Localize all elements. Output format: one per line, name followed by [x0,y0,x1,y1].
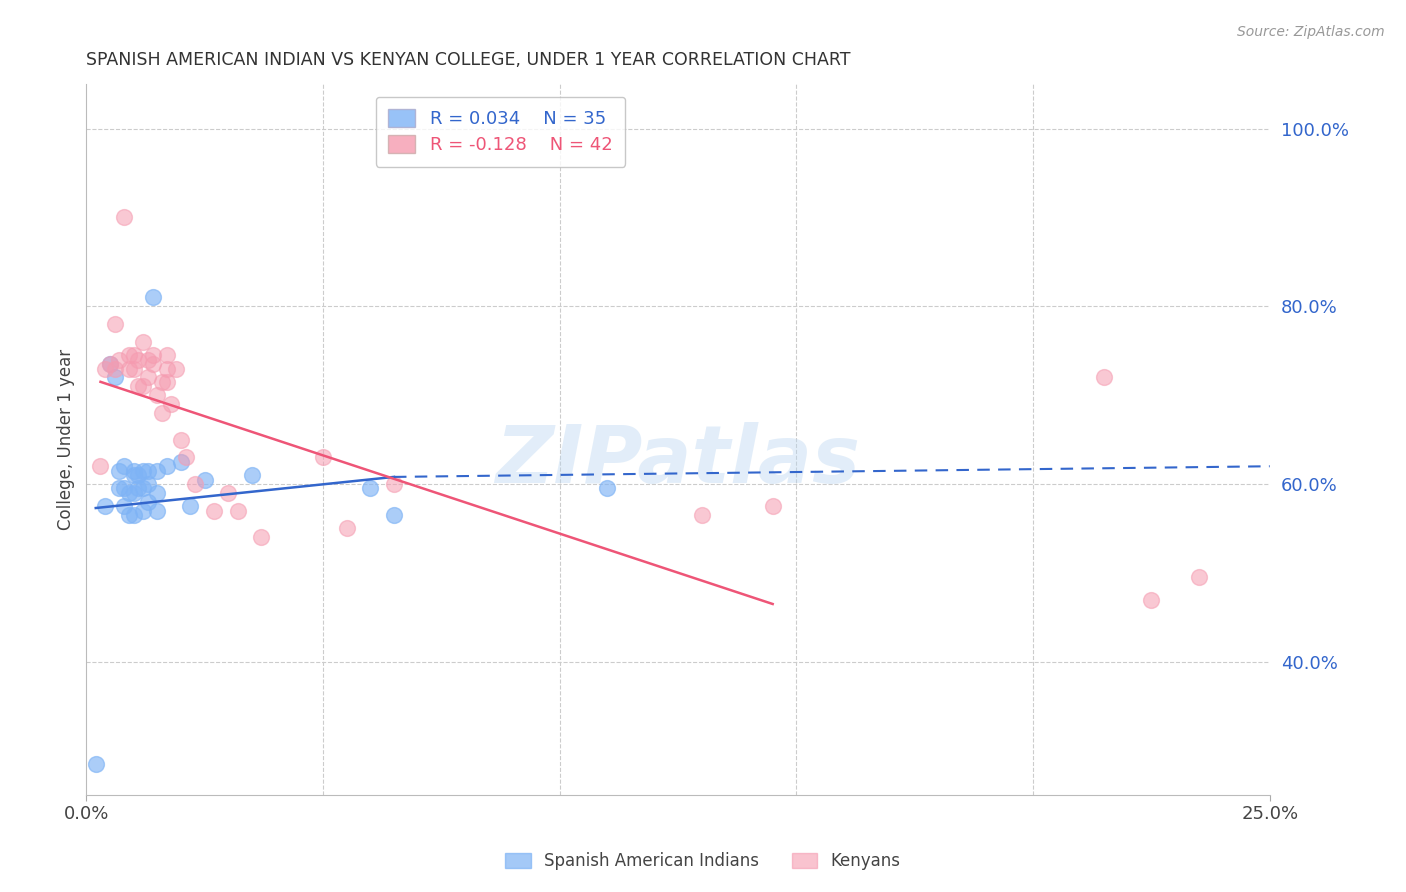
Point [146,504,169,518]
Point [136,464,159,478]
Text: SPANISH AMERICAN INDIAN VS KENYAN COLLEGE, UNDER 1 YEAR CORRELATION CHART: SPANISH AMERICAN INDIAN VS KENYAN COLLEG… [86,51,851,69]
Point [89,459,111,474]
Point [184,477,207,491]
Point [136,477,159,491]
Point [359,482,381,496]
Point [108,352,131,367]
Point [336,521,359,535]
Point [94,500,117,514]
Point [108,464,131,478]
Point [240,468,263,483]
Point [165,361,187,376]
Point [132,482,155,496]
Point [150,406,173,420]
Point [146,464,169,478]
Point [132,464,155,478]
Point [108,482,131,496]
Point [132,379,155,393]
Point [98,357,121,371]
Point [118,348,141,362]
Point [122,468,145,483]
Point [136,495,159,509]
Point [170,433,193,447]
Point [127,482,149,496]
Point [156,361,179,376]
Point [112,459,135,474]
Point [160,397,183,411]
Text: ZIPatlas: ZIPatlas [495,422,860,500]
Text: Source: ZipAtlas.com: Source: ZipAtlas.com [1237,25,1385,39]
Point [122,486,145,500]
Point [122,348,145,362]
Legend: Spanish American Indians, Kenyans: Spanish American Indians, Kenyans [499,846,907,877]
Point [136,370,159,384]
Point [132,334,155,349]
Point [118,361,141,376]
Point [118,508,141,523]
Point [146,388,169,402]
Point [132,504,155,518]
Point [112,500,135,514]
Point [146,486,169,500]
Point [382,477,405,491]
Legend: R = 0.034    N = 35, R = -0.128    N = 42: R = 0.034 N = 35, R = -0.128 N = 42 [375,96,626,167]
Point [690,508,713,523]
Point [250,530,273,544]
Point [194,473,217,487]
Point [156,348,179,362]
Point [150,375,173,389]
Point [156,375,179,389]
Point [122,361,145,376]
Point [1140,592,1163,607]
Point [127,468,149,483]
Point [202,504,225,518]
Point [142,290,165,304]
Point [1092,370,1115,384]
Point [127,379,149,393]
Point [312,450,335,465]
Point [142,348,165,362]
Point [217,486,239,500]
Point [762,500,785,514]
Y-axis label: College, Under 1 year: College, Under 1 year [58,349,75,530]
Point [174,450,197,465]
Point [170,455,193,469]
Point [142,357,165,371]
Point [98,357,121,371]
Point [104,370,127,384]
Point [1188,570,1211,584]
Point [179,500,201,514]
Point [382,508,405,523]
Point [127,352,149,367]
Point [94,361,117,376]
Point [122,508,145,523]
Point [136,352,159,367]
Point [104,317,127,331]
Point [226,504,249,518]
Point [596,482,619,496]
Point [84,756,107,771]
Point [104,361,127,376]
Point [118,486,141,500]
Point [122,464,145,478]
Point [112,211,135,225]
Point [112,482,135,496]
Point [156,459,179,474]
